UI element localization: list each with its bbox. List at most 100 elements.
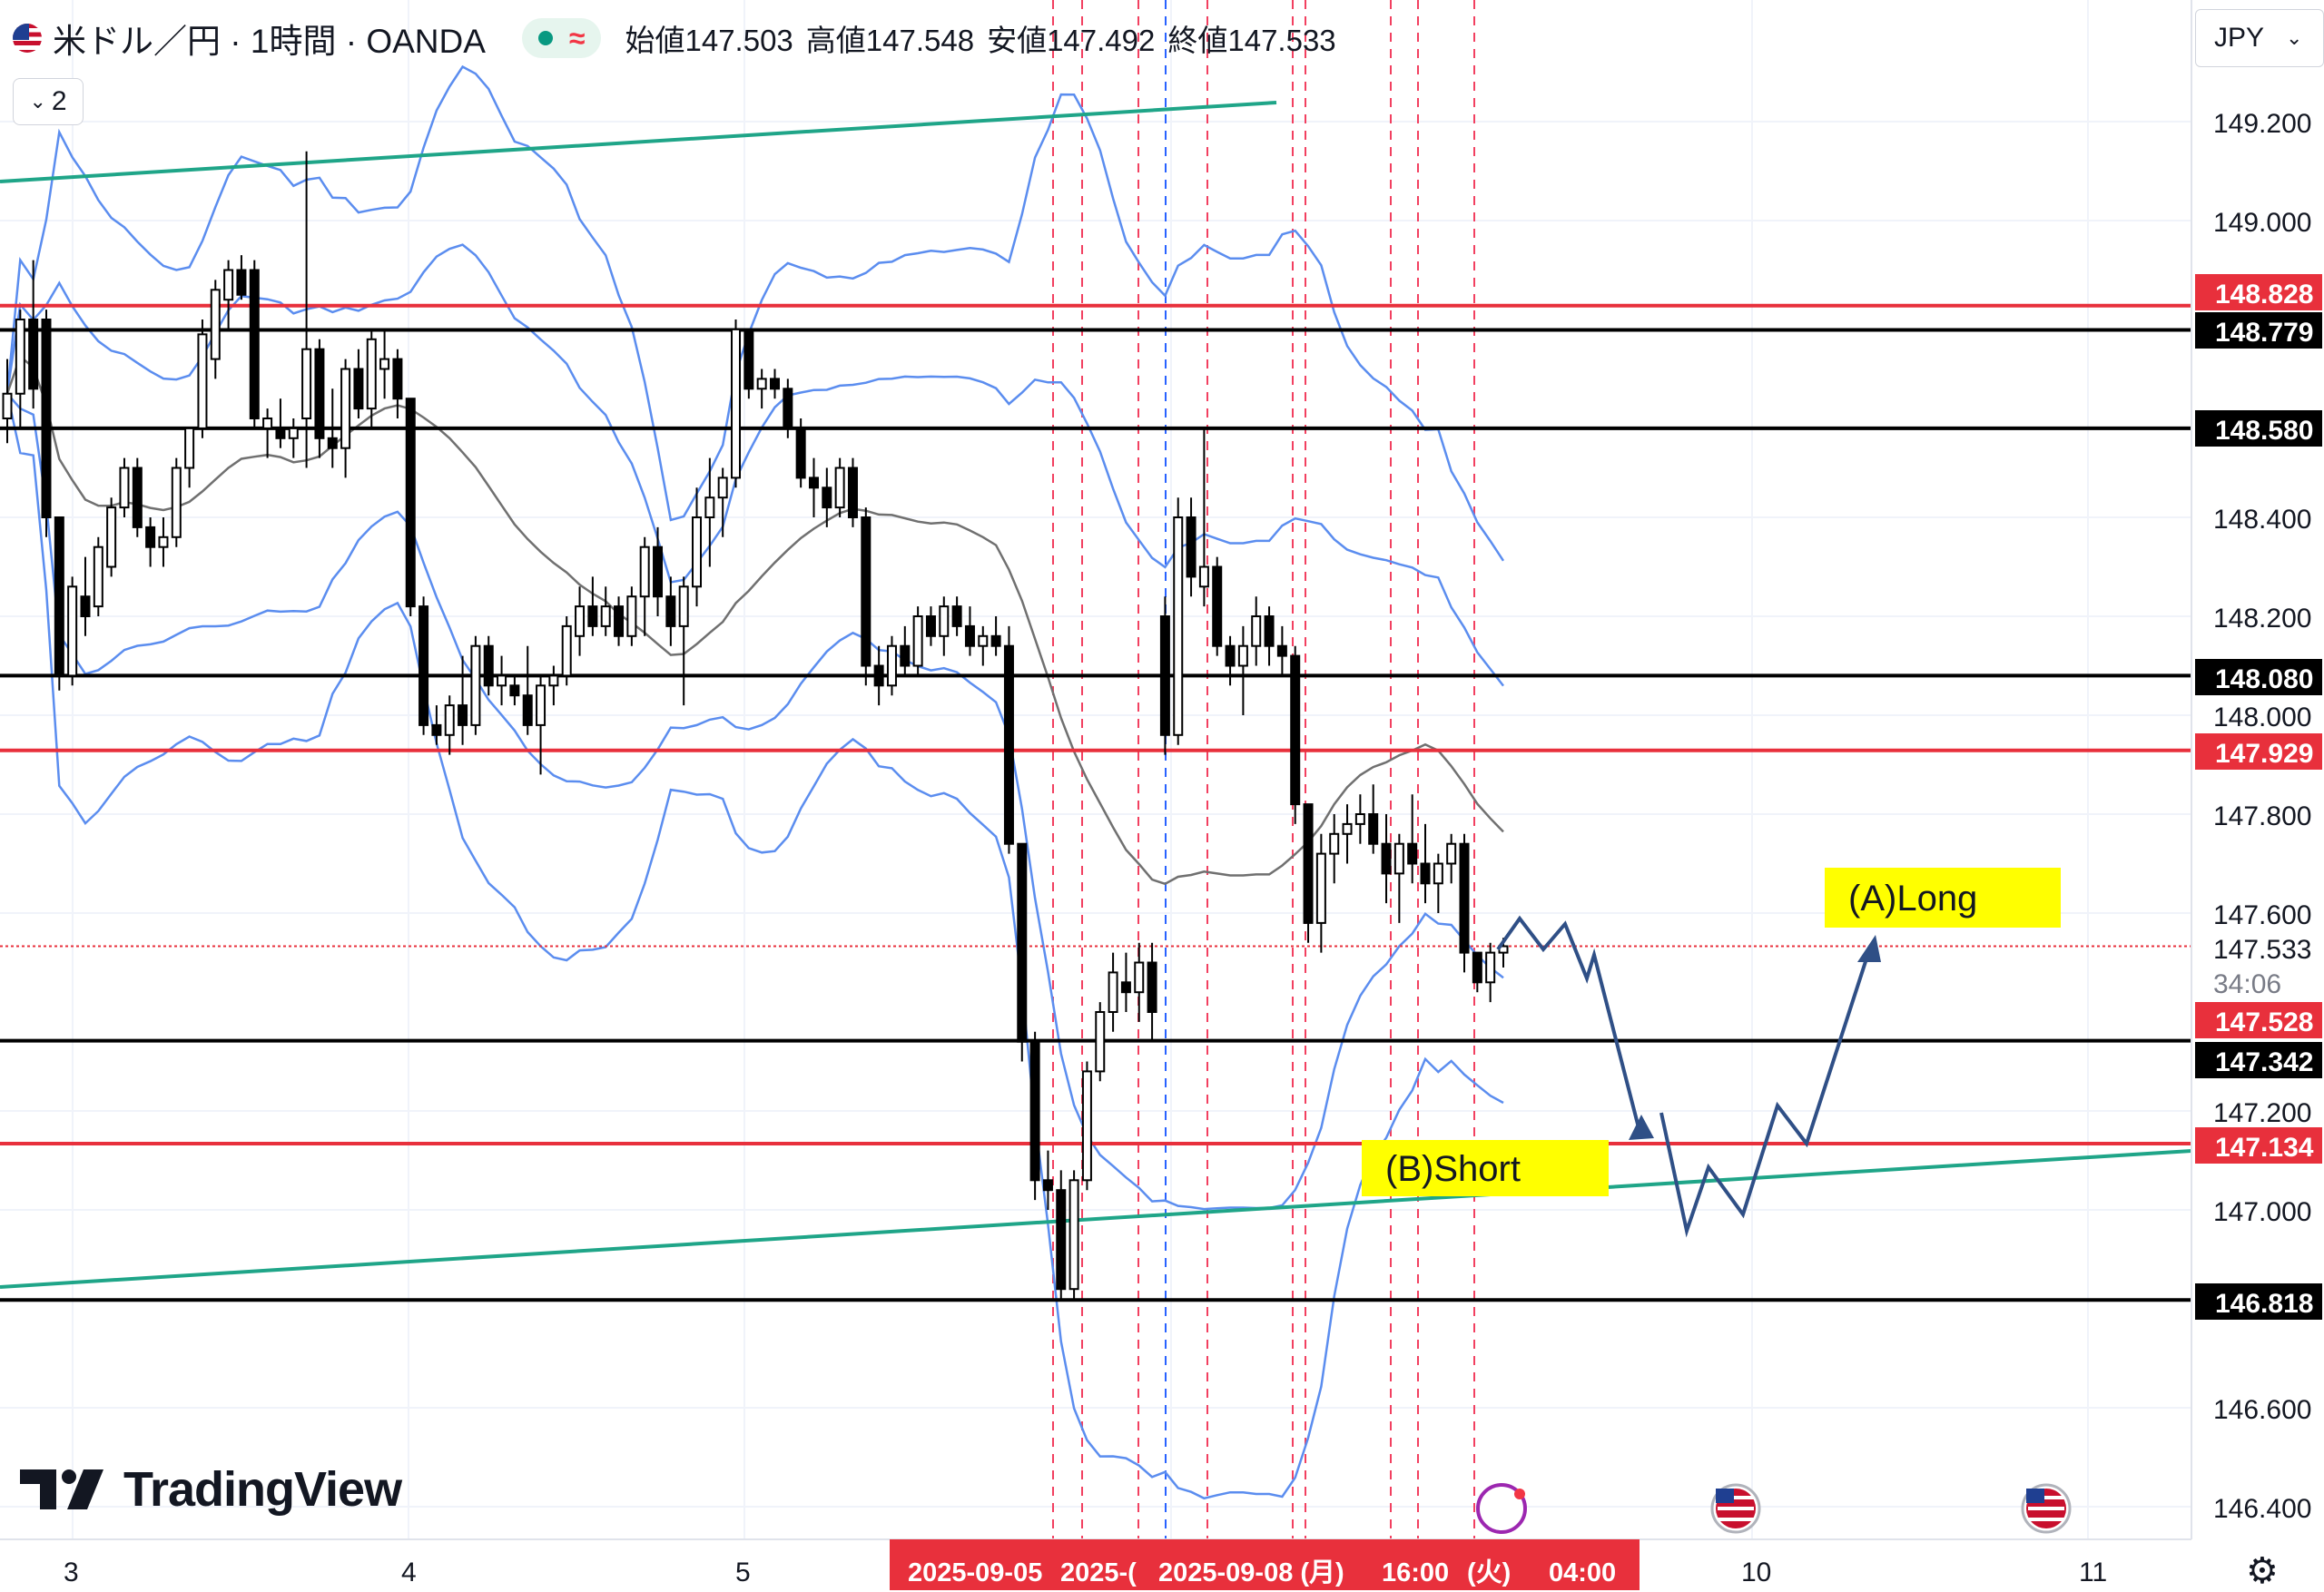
candle-body: [1212, 565, 1223, 647]
candle-body: [1198, 565, 1209, 588]
candle-body: [1407, 842, 1418, 865]
trend-channel: [0, 101, 2192, 1289]
bb-upper-2: [5, 64, 1505, 562]
candle: [1029, 1031, 1040, 1201]
current-price-label: 147.533: [2213, 935, 2311, 965]
candle-body: [158, 536, 169, 548]
tradingview-logo-icon: [20, 1469, 103, 1509]
candle-body: [600, 605, 611, 627]
candle: [1017, 842, 1028, 1062]
candle: [28, 260, 39, 409]
price-tick-label: 149.200: [2213, 109, 2311, 139]
candle: [262, 408, 273, 458]
candle: [1056, 1170, 1067, 1300]
candle-body: [1056, 1189, 1067, 1291]
currency-selector[interactable]: JPY ⌄: [2195, 9, 2324, 67]
price-tick-label: 147.000: [2213, 1197, 2311, 1227]
candle: [1173, 497, 1184, 745]
candle: [692, 487, 703, 607]
market-status-pill[interactable]: ≈: [521, 18, 602, 58]
chart-header: 米ドル／円 · 1時間 · OANDA ≈ 始値147.503 高値147.54…: [0, 0, 1349, 76]
candle: [1393, 833, 1404, 923]
candle: [822, 467, 832, 527]
candle-body: [1173, 516, 1184, 736]
price-tag: [2195, 1127, 2322, 1164]
candle: [15, 310, 25, 428]
candle: [795, 418, 806, 488]
price-tag-label: 148.779: [2215, 318, 2313, 348]
candle-body: [1029, 1040, 1040, 1182]
candle: [951, 596, 962, 636]
candle: [67, 576, 78, 686]
candle: [314, 339, 325, 458]
candle-body: [756, 378, 767, 390]
candle: [80, 556, 91, 636]
candle: [301, 151, 312, 468]
candle-body: [392, 358, 403, 400]
candle: [2, 359, 13, 444]
candle-body: [614, 605, 625, 637]
time-axis[interactable]: 3 4 5 10 11 2025-09-05 2025-(2025-09-08 (月) 16:…: [0, 1483, 2191, 1590]
candle-body: [41, 319, 52, 518]
candle-body: [288, 427, 299, 439]
us-flag-canton: [1716, 1489, 1734, 1503]
channel-lower: [0, 1149, 2192, 1289]
currency-label: JPY: [2214, 23, 2265, 53]
candle: [1303, 803, 1314, 943]
candle: [249, 260, 260, 428]
candle: [392, 349, 403, 418]
price-axis[interactable]: 149.200 149.000 148.400 148.200 148.000 147.8…: [2191, 0, 2324, 1590]
chevron-down-icon: ⌄: [29, 90, 46, 113]
us-flag-icon: [13, 24, 42, 53]
candle-body: [1108, 971, 1118, 1014]
event-dot-icon: [1514, 1489, 1525, 1499]
candle: [731, 319, 742, 488]
price-tick-label: 146.600: [2213, 1395, 2311, 1425]
wave-icon: ≈: [568, 21, 586, 54]
candle-body: [470, 644, 481, 726]
price-tick-label: 147.600: [2213, 900, 2311, 930]
candle: [458, 655, 468, 745]
candle: [145, 517, 156, 567]
candle-body: [67, 585, 78, 677]
indicators-toggle-button[interactable]: ⌄ 2: [13, 78, 84, 125]
channel-upper: [0, 101, 1277, 183]
candle: [1329, 814, 1340, 884]
candle: [1212, 556, 1223, 656]
candle: [275, 398, 286, 448]
candle: [41, 310, 52, 537]
candle-body: [1276, 644, 1287, 657]
candle-body: [653, 545, 664, 598]
tradingview-logo: TradingView: [20, 1461, 402, 1518]
candle: [431, 705, 442, 745]
candle: [561, 616, 572, 686]
candle: [158, 517, 169, 567]
price-tag: [2195, 274, 2322, 310]
candle-body: [1420, 862, 1431, 885]
candle-body: [28, 319, 39, 390]
candle: [54, 516, 64, 691]
price-tag: [2195, 410, 2322, 447]
candle-body: [458, 704, 468, 726]
candle-body: [132, 467, 143, 528]
price-tick-label: 149.000: [2213, 208, 2311, 238]
candle-body: [783, 388, 793, 429]
candle-body: [145, 526, 156, 548]
annotation-label: (B)Short: [1385, 1149, 1521, 1189]
time-range-label: 2025-09-05: [908, 1558, 1042, 1587]
annotation-box: [1362, 1140, 1609, 1196]
symbol-title[interactable]: 米ドル／円 · 1時間 · OANDA: [53, 23, 486, 60]
candle-body: [1290, 654, 1301, 806]
candle-body: [717, 477, 728, 499]
candle-body: [2, 392, 13, 419]
time-range-label: 16:00: [1382, 1558, 1449, 1587]
candle: [106, 497, 117, 577]
candle: [939, 596, 950, 656]
candle: [912, 606, 923, 676]
projection-arrow-short: [1496, 915, 1643, 1139]
candle-body: [1251, 615, 1262, 647]
candle-body: [340, 368, 351, 449]
settings-gear-icon[interactable]: ⚙: [2246, 1551, 2279, 1591]
candle-body: [1186, 516, 1196, 578]
